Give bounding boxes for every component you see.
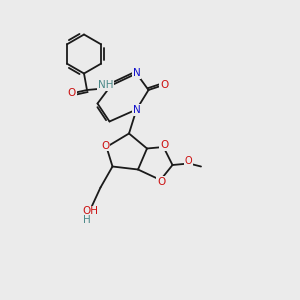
Text: O: O (157, 177, 165, 187)
Text: O: O (160, 140, 168, 150)
Text: O: O (160, 80, 168, 91)
Text: N: N (133, 68, 140, 78)
Text: H: H (83, 214, 91, 225)
Text: O: O (68, 88, 76, 98)
Text: NH: NH (98, 80, 114, 90)
Text: O: O (184, 156, 192, 166)
Text: O: O (101, 140, 109, 151)
Text: OH: OH (82, 206, 98, 217)
Text: N: N (133, 105, 140, 115)
